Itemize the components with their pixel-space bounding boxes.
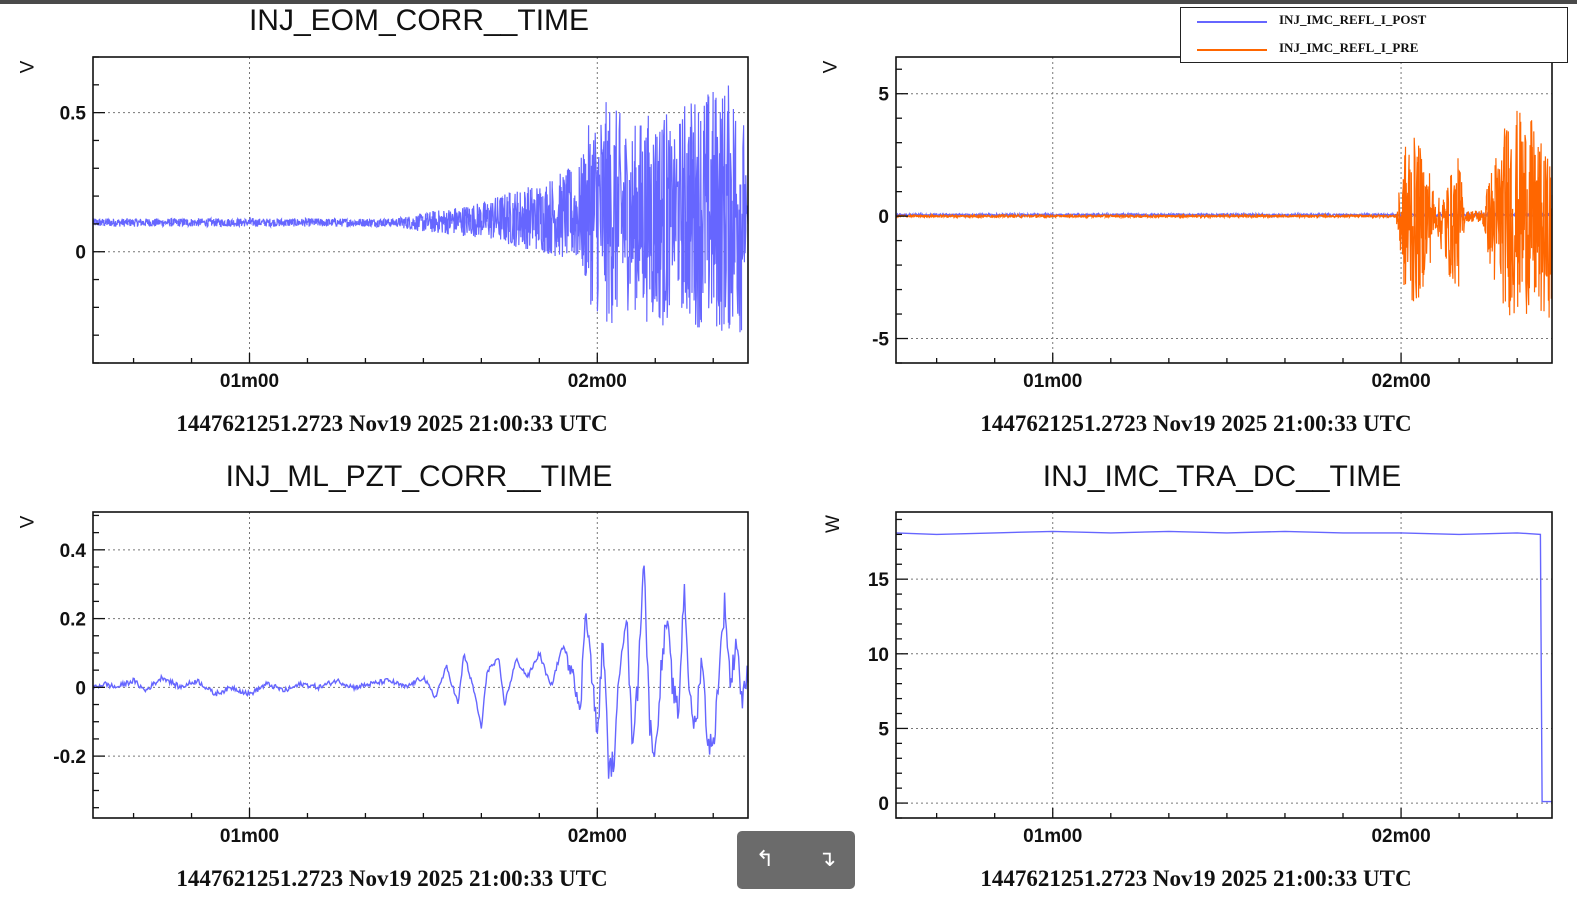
series-trace-2	[92, 565, 749, 779]
y-tick-label: 10	[868, 645, 889, 666]
x-tick-label: 02m00	[568, 826, 627, 847]
chart-title-imc-tra-dc: INJ_IMC_TRA_DC__TIME	[1042, 460, 1402, 493]
plot-frame	[92, 511, 749, 819]
y-tick-label: 0	[75, 678, 86, 699]
legend-label-pre: INJ_IMC_REFL_I_PRE	[1279, 40, 1419, 55]
series-trace-3	[895, 530, 1552, 803]
window-top-bar	[0, 0, 1577, 4]
x-tick-label: 02m00	[1371, 826, 1430, 847]
ylabel-imc-tra-dc: W	[822, 515, 844, 533]
y-tick-label: 0	[878, 794, 889, 815]
legend-swatch-pre	[1197, 49, 1267, 51]
next-arrow-icon[interactable]: ↴	[817, 847, 837, 872]
x-tick-label: 01m00	[220, 826, 279, 847]
time-caption-1: 1447621251.2723 Nov19 2025 21:00:33 UTC	[176, 411, 608, 436]
time-caption-4: 1447621251.2723 Nov19 2025 21:00:33 UTC	[980, 866, 1412, 891]
series-trace-0	[92, 85, 749, 333]
ylabel-eom-corr: V	[17, 60, 39, 74]
y-tick-label: 0	[878, 207, 889, 228]
time-caption-2: 1447621251.2723 Nov19 2025 21:00:33 UTC	[980, 411, 1412, 436]
legend-entry-pre: INJ_IMC_REFL_I_PRE	[1181, 40, 1567, 60]
legend-entry-post: INJ_IMC_REFL_I_POST	[1181, 12, 1567, 32]
legend-label-post: INJ_IMC_REFL_I_POST	[1279, 12, 1427, 27]
y-tick-label: 15	[868, 570, 890, 591]
series-inj_imc_refl_i_pre	[895, 110, 1553, 318]
y-tick-label: 0.5	[60, 104, 87, 125]
time-caption-3: 1447621251.2723 Nov19 2025 21:00:33 UTC	[176, 866, 608, 891]
legend-swatch-post	[1197, 21, 1267, 23]
y-tick-label: 0.4	[60, 541, 87, 562]
y-tick-label: 0	[75, 243, 86, 264]
x-tick-label: 02m00	[568, 371, 627, 392]
x-tick-label: 01m00	[1023, 826, 1082, 847]
y-tick-label: 5	[878, 85, 889, 106]
page-nav: ↰ ↴	[737, 831, 855, 889]
previous-arrow-icon[interactable]: ↰	[755, 847, 775, 872]
chart-title-ml-pzt-corr: INJ_ML_PZT_CORR__TIME	[225, 460, 613, 493]
plot-frame	[92, 56, 749, 364]
legend: INJ_IMC_REFL_I_POST INJ_IMC_REFL_I_PRE	[1180, 7, 1568, 63]
chart-title-eom-corr: INJ_EOM_CORR__TIME	[248, 4, 590, 37]
y-tick-label: 0.2	[60, 610, 86, 631]
plot-frame	[895, 511, 1553, 819]
ylabel-ml-pzt-corr: V	[17, 515, 39, 529]
x-tick-label: 01m00	[220, 371, 279, 392]
y-tick-label: -0.2	[53, 747, 86, 768]
x-tick-label: 02m00	[1371, 371, 1430, 392]
x-tick-label: 01m00	[1023, 371, 1082, 392]
y-tick-label: 5	[878, 719, 889, 740]
y-tick-label: -5	[872, 330, 889, 351]
ylabel-imc-refl: V	[820, 60, 842, 74]
